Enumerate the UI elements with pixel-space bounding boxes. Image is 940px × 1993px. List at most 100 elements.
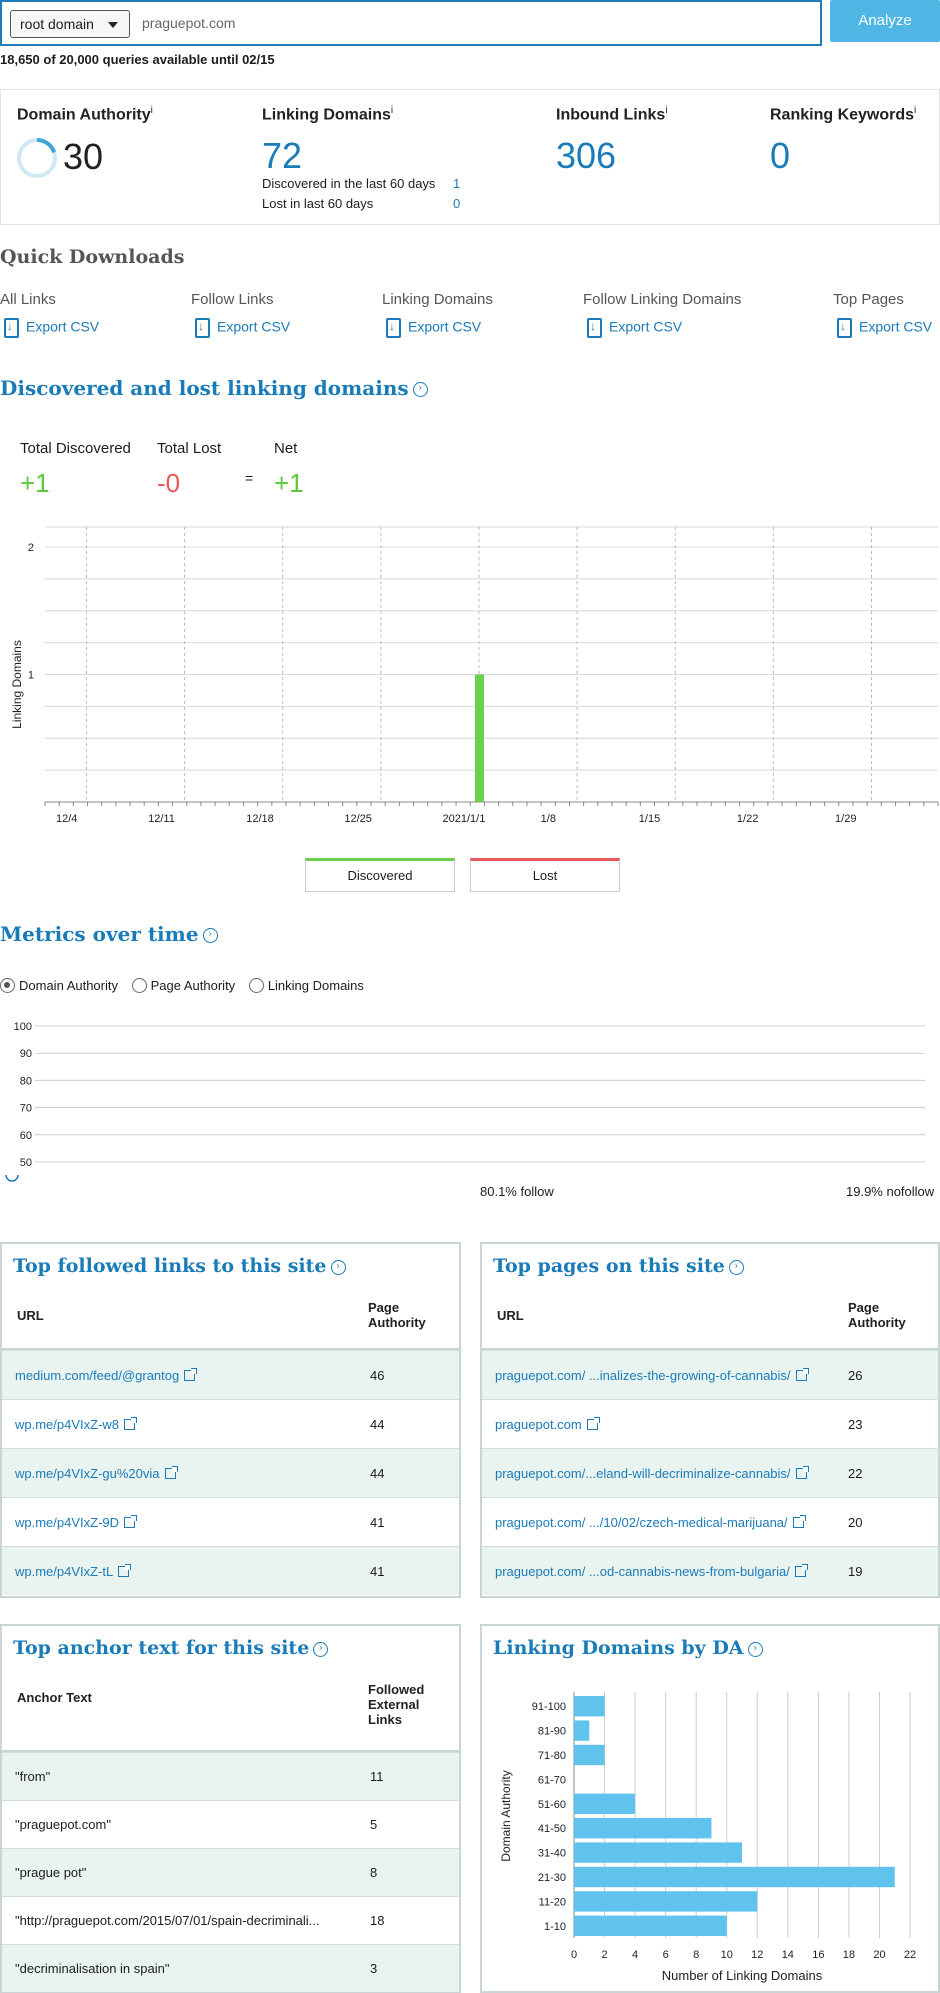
metric-domain-authority: Domain Authorityi (17, 105, 153, 124)
external-link-icon[interactable] (794, 1563, 808, 1577)
legend-discovered[interactable]: Discovered (305, 858, 455, 892)
radio-icon[interactable] (248, 978, 264, 993)
chevron-right-icon[interactable]: › (747, 1641, 763, 1657)
url-link[interactable]: wp.me/p4VIxZ-tL (15, 1563, 132, 1579)
y-tick-label: 2 (28, 542, 34, 554)
chevron-right-icon[interactable]: › (728, 1259, 744, 1275)
col-page-authority: Page Authority (848, 1300, 906, 1330)
external-link-icon[interactable] (124, 1416, 138, 1430)
info-icon[interactable]: i (665, 105, 668, 116)
external-link-icon[interactable] (795, 1465, 809, 1479)
cell-value: 3 (370, 1961, 378, 1976)
search-input[interactable]: praguepot.com (142, 15, 236, 31)
export-csv-button[interactable]: Export CSV (386, 318, 481, 338)
top-anchor-title: Top anchor text for this site › (13, 1637, 329, 1659)
x-tick-label: 16 (812, 1949, 824, 1961)
url-link[interactable]: praguepot.com (495, 1416, 600, 1432)
url-link[interactable]: wp.me/p4VIxZ-gu%20via (15, 1465, 178, 1481)
cell-text: wp.me/p4VIxZ-tL (15, 1563, 114, 1579)
export-csv-button[interactable]: Export CSV (195, 318, 290, 338)
y-tick-label: 21-30 (538, 1872, 566, 1884)
chevron-right-icon[interactable]: › (330, 1259, 346, 1275)
info-icon[interactable]: i (150, 105, 153, 116)
da-distribution-chart: 0 2 4 6 8 10 12 14 16 18 20 22 91-100 81-90 71-80 61-70… (499, 1692, 916, 1983)
url-link[interactable]: praguepot.com/ ...od-cannabis-news-from-… (495, 1563, 808, 1579)
cell-value: 41 (370, 1514, 385, 1530)
url-link[interactable]: wp.me/p4VIxZ-w8 (15, 1416, 138, 1432)
bar (574, 1818, 712, 1839)
x-tick-label: 2021/1/1 (443, 813, 486, 825)
y-axis-label: Domain Authority (499, 1770, 513, 1861)
table-row: praguepot.com 23 (482, 1399, 938, 1448)
chevron-down-icon (108, 22, 118, 28)
cell-text: praguepot.com/...eland-will-decriminaliz… (495, 1465, 791, 1481)
external-link-icon[interactable] (184, 1367, 198, 1381)
cell-value: 19 (848, 1563, 863, 1579)
url-link[interactable]: wp.me/p4VIxZ-9D (15, 1514, 138, 1530)
cell-value: 44 (370, 1416, 385, 1432)
y-tick-label: 11-20 (539, 1896, 566, 1908)
radio-icon[interactable] (0, 978, 15, 993)
cell-text: "praguepot.com" (15, 1817, 111, 1832)
external-link-icon[interactable] (795, 1367, 809, 1381)
metric-ld-value: 72 (262, 135, 303, 176)
y-tick-label: 70 (20, 1103, 32, 1115)
legend-lost[interactable]: Lost (470, 858, 620, 892)
url-link[interactable]: praguepot.com/ ...inalizes-the-growing-o… (495, 1367, 809, 1383)
bar-discovered (474, 674, 484, 802)
radio-domain-authority[interactable]: Domain Authority (0, 978, 118, 993)
y-tick-label: 31-40 (538, 1848, 566, 1860)
export-csv-button[interactable]: Export CSV (837, 318, 932, 338)
radio-page-authority[interactable]: Page Authority (131, 978, 235, 993)
x-tick-label: 0 (571, 1949, 577, 1961)
external-link-icon[interactable] (118, 1563, 132, 1577)
cell-value: 18 (370, 1913, 385, 1928)
cell-value: 22 (848, 1465, 863, 1481)
download-label: All Links (0, 291, 56, 308)
external-link-icon[interactable] (792, 1514, 806, 1528)
y-tick-label: 41-50 (538, 1823, 566, 1835)
scope-dropdown[interactable]: root domain (10, 10, 130, 38)
file-download-icon (837, 318, 852, 338)
lost-60-value[interactable]: 0 (453, 196, 461, 211)
x-tick-label: 20 (873, 1949, 885, 1961)
chevron-right-icon[interactable]: › (202, 928, 218, 943)
table-row: praguepot.com/...eland-will-decriminaliz… (482, 1448, 938, 1497)
metric-da-value: 30 (63, 136, 104, 177)
table-row: praguepot.com/ ...od-cannabis-news-from-… (482, 1546, 938, 1595)
cell-text: "from" (15, 1769, 51, 1784)
external-link-icon[interactable] (124, 1514, 138, 1528)
radio-icon[interactable] (131, 978, 147, 993)
cell-text: wp.me/p4VIxZ-9D (15, 1514, 120, 1530)
net-label: Net (274, 440, 298, 457)
metric-inbound-value: 306 (556, 135, 617, 176)
radio-linking-domains[interactable]: Linking Domains (248, 978, 364, 993)
net-value: +1 (274, 468, 304, 498)
table-row: praguepot.com/ ...inalizes-the-growing-o… (482, 1350, 938, 1399)
x-tick-label: 18 (843, 1949, 855, 1961)
y-tick-label: 80 (20, 1075, 32, 1087)
col-url: URL (497, 1308, 524, 1323)
total-lost-value: -0 (157, 468, 181, 498)
discovered-60-value[interactable]: 1 (453, 176, 461, 191)
external-link-icon[interactable] (586, 1416, 600, 1430)
lost-60-label: Lost in last 60 days (262, 196, 374, 211)
analyze-button[interactable]: Analyze (830, 0, 940, 42)
info-icon[interactable]: i (914, 105, 917, 116)
cell-value: 5 (370, 1817, 378, 1832)
table-row: "praguepot.com" 5 (2, 1800, 459, 1848)
url-link[interactable]: medium.com/feed/@grantog (15, 1367, 198, 1383)
export-csv-button[interactable]: Export CSV (587, 318, 682, 338)
chevron-right-icon[interactable]: › (313, 1641, 329, 1657)
x-tick-label: 12/25 (344, 813, 372, 825)
info-icon[interactable]: i (390, 105, 394, 116)
chevron-right-icon[interactable]: › (412, 382, 428, 397)
x-tick-label: 10 (721, 1949, 733, 1961)
bar (574, 1744, 605, 1766)
x-axis-label: Number of Linking Domains (662, 1968, 823, 1983)
table-row: wp.me/p4VIxZ-gu%20via 44 (2, 1448, 459, 1497)
url-link[interactable]: praguepot.com/ .../10/02/czech-medical-m… (495, 1514, 806, 1530)
external-link-icon[interactable] (164, 1465, 178, 1479)
url-link[interactable]: praguepot.com/...eland-will-decriminaliz… (495, 1465, 809, 1481)
export-csv-button[interactable]: Export CSV (4, 318, 99, 338)
